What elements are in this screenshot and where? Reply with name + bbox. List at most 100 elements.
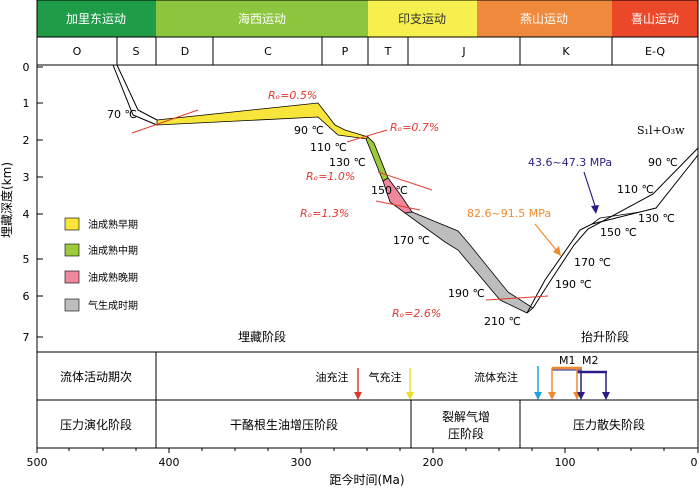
y-tick-3: 3 (23, 171, 30, 184)
x-tick-300: 300 (291, 456, 312, 469)
orogeny-label-hercynian: 海西运动 (238, 11, 286, 26)
orogeny-cell-yanshanian (477, 0, 612, 37)
x-tick-0: 0 (691, 456, 698, 469)
pressure-label-lower: 82.6~91.5 MPa (467, 207, 551, 220)
legend-swatch-early-oil (64, 217, 80, 231)
period-label-k: K (562, 45, 570, 58)
orogeny-label-himalayan: 喜山运动 (631, 12, 679, 26)
period-label-j: J (461, 45, 465, 58)
x-tick-500: 500 (27, 456, 48, 469)
gas-charge-arrowhead (406, 392, 414, 400)
legend-swatch-gas (64, 298, 80, 312)
y-tick-7: 7 (23, 331, 30, 344)
y-axis: 0 1 2 3 4 5 6 7 埋藏深度(km) (0, 61, 43, 344)
temp-label-130-burial: 130 ℃ (329, 156, 366, 169)
temp-label-190-uplift: 190 ℃ (555, 278, 592, 291)
pressure-stage-cracking-line2: 压阶段 (448, 426, 484, 441)
temp-label-190-burial: 190 ℃ (448, 287, 485, 300)
legend-label-mid-oil: 油成熟中期 (88, 244, 138, 257)
period-label-eq: E-Q (645, 45, 665, 58)
temp-label-170-burial: 170 ℃ (393, 234, 430, 247)
burial-curve (112, 64, 699, 314)
fluid-row: 流体活动期次 油充注 气充注 流体充注 M1 M2 (36, 351, 699, 401)
stage-label-burial: 埋藏阶段 (238, 329, 286, 344)
m1-label: M1 (559, 354, 576, 367)
formation-label: S₁l+O₃w (637, 124, 685, 137)
pressure-row-title: 压力演化阶段 (60, 417, 132, 432)
x-axis-ticks (36, 448, 699, 453)
gas-charge-label: 气充注 (369, 370, 402, 384)
fluid-row-title: 流体活动期次 (60, 370, 132, 384)
orogeny-row: 加里东运动 海西运动 印支运动 燕山运动 喜山运动 (37, 0, 698, 37)
temp-label-130-uplift: 130 ℃ (638, 212, 675, 225)
temp-label-110-burial: 110 ℃ (310, 141, 347, 154)
orogeny-cell-indosinian (368, 0, 477, 37)
ro-label-0-5: Rₒ=0.5% (268, 89, 317, 102)
orogeny-label-caledonian: 加里东运动 (66, 12, 126, 26)
stage-label-uplift: 抬升阶段 (581, 329, 629, 344)
x-axis-title: 距今时间(Ma) (329, 472, 404, 487)
pressure-arrow-upper (583, 171, 597, 210)
fluid-charge-label: 流体充注 (474, 370, 518, 384)
pressure-row: 压力演化阶段 干酪根生油增压阶段 裂解气增 压阶段 压力散失阶段 (36, 399, 699, 449)
period-label-s: S (133, 45, 140, 58)
temp-label-110-uplift: 110 ℃ (617, 183, 654, 196)
y-tick-0: 0 (23, 61, 30, 74)
m2-label: M2 (582, 354, 599, 367)
band-early-oil (156, 102, 369, 140)
temp-label-170-uplift: 170 ℃ (574, 256, 611, 269)
oil-charge-arrowhead (354, 392, 362, 400)
legend-swatch-mid-oil (64, 243, 80, 257)
x-tick-100: 100 (555, 456, 576, 469)
ro-label-0-7: Rₒ=0.7% (390, 121, 439, 134)
orogeny-cell-himalayan (612, 0, 698, 37)
temp-label-70-burial: 70 ℃ (107, 108, 137, 121)
pressure-arrowhead-lower (553, 246, 561, 256)
ro-label-1-0: Rₒ=1.0% (306, 170, 355, 183)
period-label-d: D (181, 45, 189, 58)
period-label-p: P (342, 45, 349, 58)
period-label-o: O (73, 45, 82, 58)
legend: 油成熟早期 油成熟中期 油成熟晚期 气生成时期 (64, 217, 138, 312)
legend-label-late-oil: 油成熟晚期 (88, 271, 138, 284)
y-tick-4: 4 (23, 208, 30, 221)
pressure-stage-dissipation: 压力散失阶段 (573, 417, 645, 432)
ro-isolines (131, 109, 549, 301)
y-tick-2: 2 (23, 134, 30, 147)
orogeny-label-yanshanian: 燕山运动 (520, 12, 568, 26)
period-label-t: T (384, 45, 392, 58)
temp-label-90-uplift: 90 ℃ (648, 156, 678, 169)
y-axis-title: 埋藏深度(km) (0, 162, 14, 238)
x-tick-200: 200 (423, 456, 444, 469)
y-tick-5: 5 (23, 253, 30, 266)
x-axis: 500 400 300 200 100 0 距今时间(Ma) (27, 456, 698, 487)
maturity-labels: Rₒ=0.5% Rₒ=0.7% Rₒ=1.0% Rₒ=1.3% Rₒ=2.6% (268, 89, 441, 320)
pressure-arrowhead-upper (591, 205, 599, 214)
temp-label-210: 210 ℃ (484, 315, 521, 328)
pressure-stage-cracking-line1: 裂解气增 (442, 409, 490, 424)
y-tick-6: 6 (23, 290, 30, 303)
temp-label-150-uplift: 150 ℃ (600, 226, 637, 239)
period-label-c: C (264, 45, 272, 58)
ro-label-1-3: Rₒ=1.3% (300, 207, 349, 220)
oil-charge-label: 油充注 (316, 370, 349, 384)
legend-swatch-late-oil (64, 270, 80, 284)
fluid-charge-arrowhead-blue (534, 392, 542, 400)
temp-label-150-burial: 150 ℃ (371, 184, 408, 197)
ro-label-2-6: Rₒ=2.6% (392, 307, 441, 320)
legend-label-gas: 气生成时期 (88, 299, 138, 312)
period-row: O S D C P T J K E-Q (36, 0, 699, 66)
pressure-arrow-lower (534, 223, 558, 252)
orogeny-label-indosinian: 印支运动 (398, 12, 446, 26)
y-tick-1: 1 (23, 97, 30, 110)
orogeny-cell-caledonian (37, 0, 156, 37)
orogeny-cell-hercynian (156, 0, 368, 37)
legend-label-early-oil: 油成熟早期 (88, 218, 138, 231)
x-tick-400: 400 (159, 456, 180, 469)
pressure-stage-kerogen: 干酪根生油增压阶段 (230, 417, 338, 432)
pressure-label-upper: 43.6~47.3 MPa (528, 156, 612, 169)
temp-label-90-burial: 90 ℃ (294, 124, 324, 137)
temperature-labels: 70 ℃ 90 ℃ 110 ℃ 130 ℃ 150 ℃ 170 ℃ 190 ℃ … (107, 108, 678, 328)
